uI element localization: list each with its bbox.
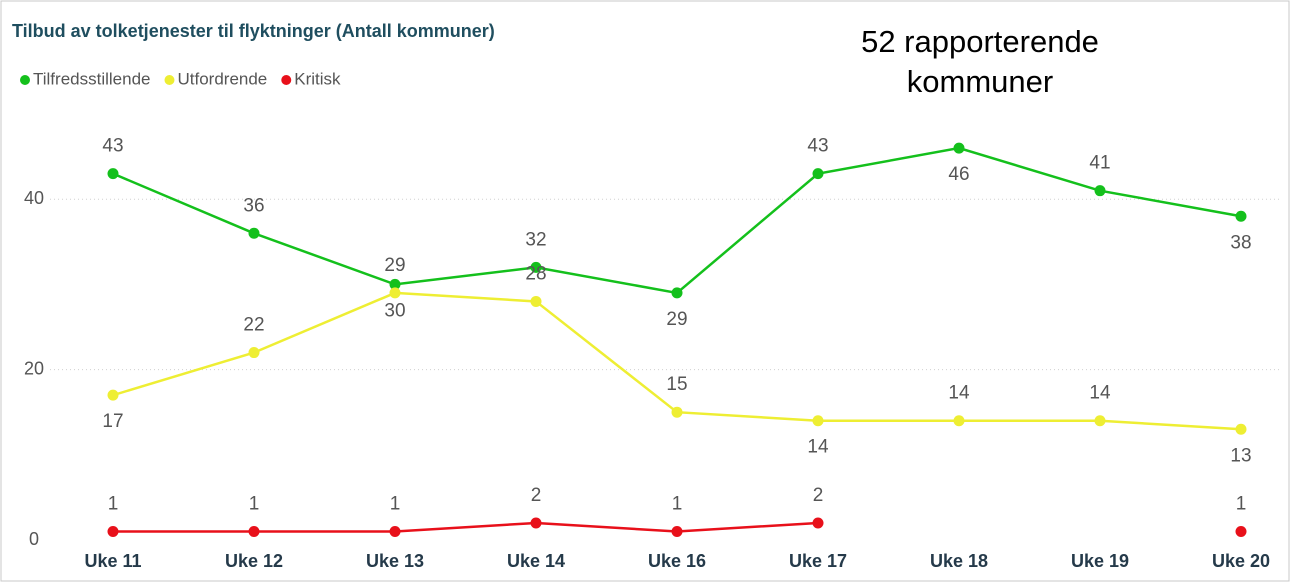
x-tick-label: Uke 20	[1212, 551, 1270, 571]
data-label: 43	[102, 136, 123, 157]
data-label: 1	[672, 493, 683, 514]
data-point	[389, 287, 401, 299]
data-point	[1094, 185, 1106, 197]
data-point	[248, 525, 260, 537]
data-point	[530, 295, 542, 307]
data-label: 29	[384, 255, 405, 276]
data-point	[1235, 423, 1247, 435]
data-point	[389, 278, 401, 290]
data-point	[107, 389, 119, 401]
annotation: 52 rapporterende kommuner	[861, 24, 1099, 99]
data-label: 36	[243, 195, 264, 216]
data-point	[953, 142, 965, 154]
chart-title: Tilbud av tolketjenester til flyktninger…	[12, 21, 495, 41]
series-line	[113, 521, 819, 533]
data-label: 17	[102, 411, 123, 432]
x-tick-label: Uke 17	[789, 551, 847, 571]
data-label: 14	[1089, 383, 1111, 404]
data-label: 1	[249, 493, 260, 514]
data-point	[530, 261, 542, 273]
y-tick-label: 40	[24, 188, 44, 208]
x-tick-label: Uke 11	[84, 551, 141, 571]
data-label: 38	[1230, 232, 1251, 253]
data-label: 2	[531, 485, 542, 506]
legend-label: Kritisk	[294, 69, 341, 88]
data-label: 29	[666, 309, 687, 330]
series-line	[112, 146, 1242, 295]
data-point	[1235, 210, 1247, 222]
y-tick-label: 20	[24, 358, 44, 378]
data-point	[671, 406, 683, 418]
x-tick-label: Uke 18	[930, 551, 988, 571]
data-point	[530, 517, 542, 529]
data-label: 43	[807, 136, 828, 157]
legend-marker	[20, 75, 30, 85]
data-point	[1235, 525, 1247, 537]
data-point	[1094, 415, 1106, 427]
data-point	[389, 525, 401, 537]
legend-marker	[281, 75, 292, 85]
data-point	[248, 347, 260, 359]
x-tick-label: Uke 12	[225, 551, 283, 571]
data-point	[812, 415, 824, 427]
data-label: 32	[525, 229, 546, 250]
data-point	[812, 517, 824, 529]
data-label: 1	[390, 493, 401, 514]
y-tick-label: 0	[29, 529, 39, 549]
data-label: 22	[243, 315, 264, 336]
data-label: 13	[1230, 445, 1251, 466]
x-tick-label: Uke 13	[366, 551, 424, 571]
legend-label: Utfordrende	[177, 69, 267, 88]
data-label: 1	[108, 493, 119, 514]
data-point	[107, 168, 119, 180]
x-tick-label: Uke 14	[507, 551, 565, 571]
data-point	[812, 168, 824, 180]
data-label: 30	[384, 300, 405, 321]
data-label: 46	[948, 164, 969, 185]
data-point	[671, 287, 683, 299]
data-label: 14	[948, 383, 970, 404]
data-point	[107, 525, 119, 537]
data-label: 14	[807, 437, 829, 458]
data-point	[671, 525, 683, 537]
data-label: 2	[813, 485, 824, 506]
data-point	[248, 227, 260, 239]
x-tick-label: Uke 16	[648, 551, 706, 571]
legend-marker	[164, 75, 175, 85]
data-point	[953, 415, 965, 427]
x-tick-label: Uke 19	[1071, 551, 1129, 571]
data-label: 28	[525, 263, 546, 284]
legend-label: Tilfredsstillende	[33, 69, 150, 88]
data-label: 1	[1236, 493, 1247, 514]
data-label: 41	[1089, 153, 1110, 174]
data-label: 15	[666, 374, 687, 395]
